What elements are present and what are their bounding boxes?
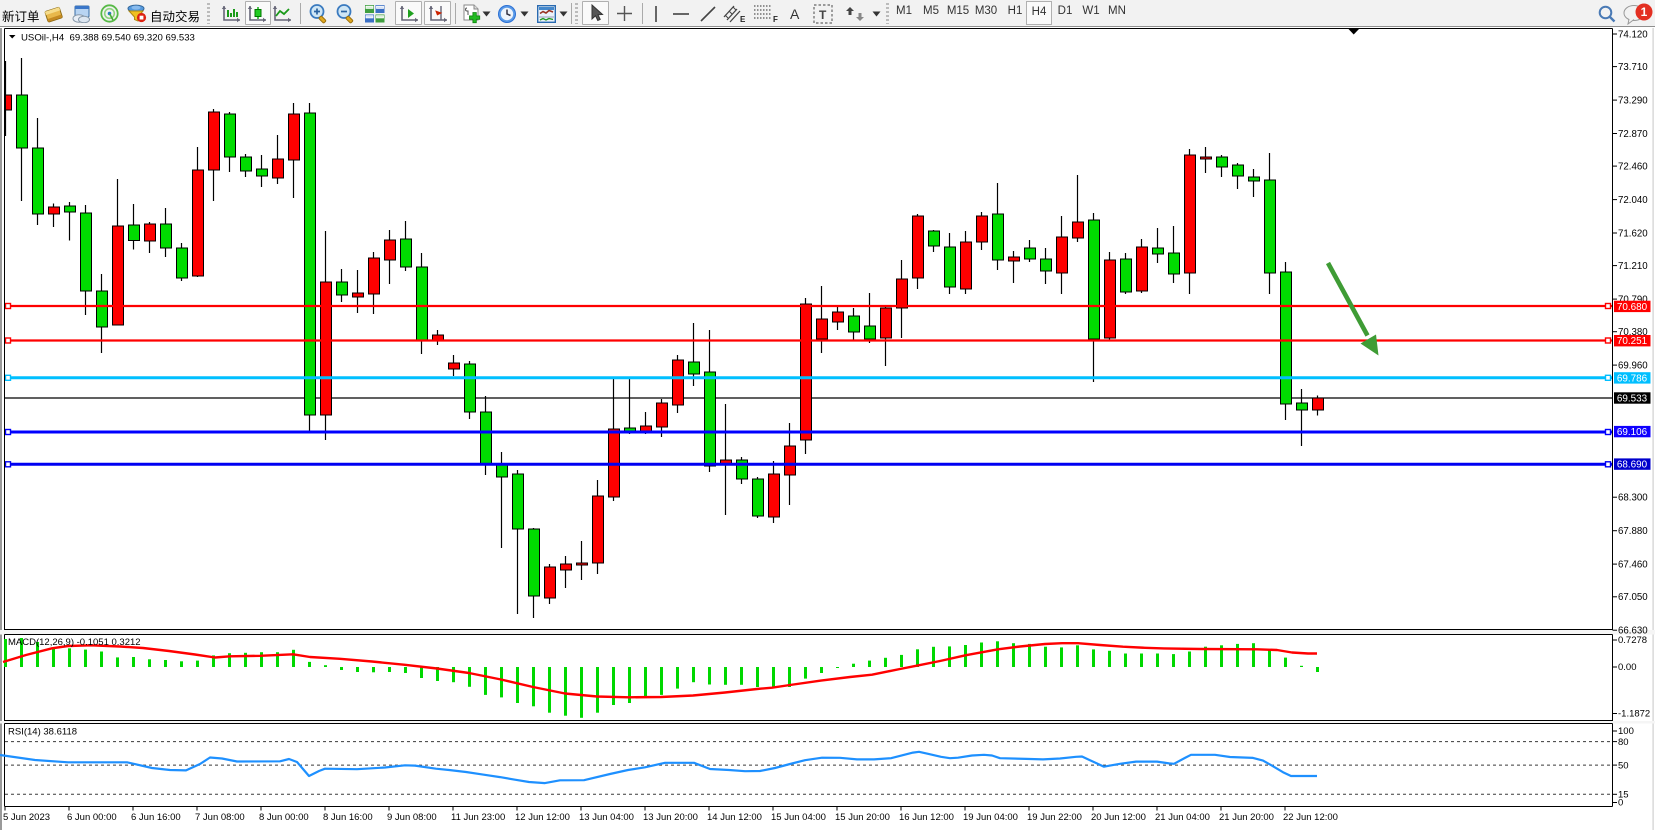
svg-text:F: F [773, 15, 778, 24]
svg-text:74.120: 74.120 [1618, 29, 1648, 40]
svg-text:16 Jun 12:00: 16 Jun 12:00 [899, 812, 954, 823]
svg-text:-1.1872: -1.1872 [1618, 709, 1650, 720]
svg-text:67.460: 67.460 [1618, 559, 1648, 570]
svg-text:69.533: 69.533 [1617, 394, 1648, 405]
svg-text:71.620: 71.620 [1618, 228, 1648, 239]
svg-text:70.251: 70.251 [1617, 336, 1648, 347]
svg-text:50: 50 [1618, 760, 1629, 771]
svg-text:19 Jun 04:00: 19 Jun 04:00 [963, 812, 1018, 823]
svg-text:73.290: 73.290 [1618, 95, 1648, 106]
svg-text:67.880: 67.880 [1618, 526, 1648, 537]
svg-text:11 Jun 23:00: 11 Jun 23:00 [451, 812, 505, 823]
svg-text:70.680: 70.680 [1617, 302, 1648, 313]
svg-text:5 Jun 2023: 5 Jun 2023 [3, 812, 50, 823]
svg-text:7 Jun 08:00: 7 Jun 08:00 [195, 812, 245, 823]
svg-text:14 Jun 12:00: 14 Jun 12:00 [707, 812, 762, 823]
svg-text:6 Jun 16:00: 6 Jun 16:00 [131, 812, 181, 823]
svg-text:69.106: 69.106 [1617, 427, 1648, 438]
svg-text:15: 15 [1618, 790, 1629, 801]
svg-text:T: T [819, 8, 827, 22]
svg-text:69.960: 69.960 [1618, 360, 1648, 371]
svg-text:66.630: 66.630 [1618, 626, 1648, 637]
svg-text:70.790: 70.790 [1618, 294, 1648, 305]
svg-text:22 Jun 12:00: 22 Jun 12:00 [1283, 812, 1338, 823]
svg-text:13 Jun 04:00: 13 Jun 04:00 [579, 812, 634, 823]
svg-text:8 Jun 16:00: 8 Jun 16:00 [323, 812, 373, 823]
svg-text:100: 100 [1618, 726, 1634, 737]
svg-text:13 Jun 20:00: 13 Jun 20:00 [643, 812, 698, 823]
svg-text:72.870: 72.870 [1618, 129, 1648, 140]
svg-text:12 Jun 12:00: 12 Jun 12:00 [515, 812, 570, 823]
svg-text:20 Jun 12:00: 20 Jun 12:00 [1091, 812, 1146, 823]
svg-text:15 Jun 04:00: 15 Jun 04:00 [771, 812, 826, 823]
svg-text:9 Jun 08:00: 9 Jun 08:00 [387, 812, 437, 823]
svg-text:70.380: 70.380 [1618, 327, 1648, 338]
svg-text:68.690: 68.690 [1617, 460, 1648, 471]
svg-text:0.7278: 0.7278 [1618, 635, 1647, 646]
svg-text:68.300: 68.300 [1618, 493, 1648, 504]
svg-text:67.050: 67.050 [1618, 592, 1648, 603]
svg-text:21 Jun 04:00: 21 Jun 04:00 [1155, 812, 1210, 823]
svg-text:1: 1 [1641, 5, 1648, 19]
svg-text:69.786: 69.786 [1617, 373, 1648, 384]
svg-text:71.210: 71.210 [1618, 261, 1648, 272]
svg-text:6 Jun 00:00: 6 Jun 00:00 [67, 812, 117, 823]
svg-text:0.00: 0.00 [1618, 662, 1637, 673]
svg-text:19 Jun 22:00: 19 Jun 22:00 [1027, 812, 1082, 823]
svg-text:8 Jun 00:00: 8 Jun 00:00 [259, 812, 309, 823]
svg-text:RSI(14) 38.6118: RSI(14) 38.6118 [8, 727, 77, 738]
svg-text:15 Jun 20:00: 15 Jun 20:00 [835, 812, 890, 823]
svg-text:80: 80 [1618, 737, 1629, 748]
svg-text:73.710: 73.710 [1618, 62, 1648, 73]
svg-text:E: E [740, 15, 746, 24]
svg-text:0: 0 [1618, 798, 1623, 809]
svg-text:21 Jun 20:00: 21 Jun 20:00 [1219, 812, 1274, 823]
svg-text:72.040: 72.040 [1618, 195, 1648, 206]
svg-text:USOil-,H4 69.388 69.540 69.32: USOil-,H4 69.388 69.540 69.320 69.533 [21, 32, 195, 43]
svg-text:72.460: 72.460 [1618, 161, 1648, 172]
svg-text:MACD(12,26,9) -0.1051 0.3212: MACD(12,26,9) -0.1051 0.3212 [8, 637, 141, 648]
